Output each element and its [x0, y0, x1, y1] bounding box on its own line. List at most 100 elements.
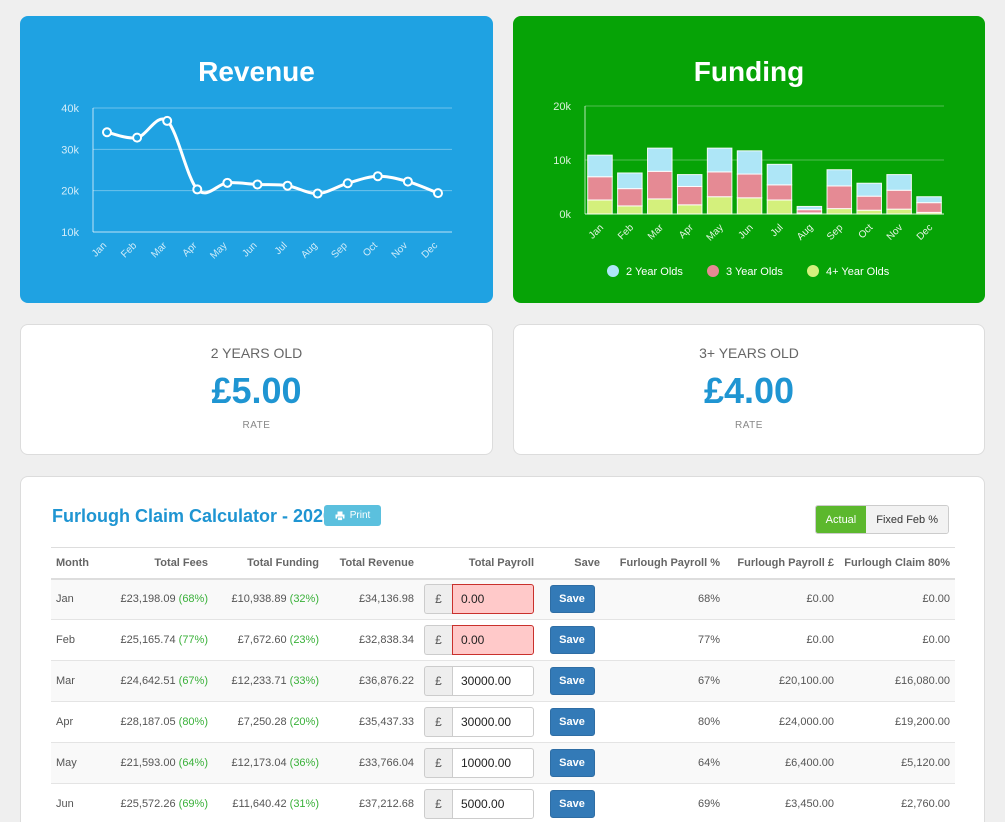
table-row: Feb £25,165.74 (77%) £7,672.60 (23%) £32,83…	[51, 620, 955, 661]
cell-total-funding: £11,640.42 (31%)	[213, 784, 324, 822]
cell-total-payroll: £	[419, 743, 539, 784]
cell-total-revenue: £36,876.22	[358, 675, 414, 687]
x-tick-label: Apr	[181, 240, 200, 259]
header-save: Save	[574, 556, 600, 569]
funding-bar-segment	[886, 208, 912, 215]
x-tick-label: Sep	[825, 222, 846, 243]
payroll-input-group: £	[424, 625, 534, 655]
payroll-input-group: £	[424, 707, 534, 737]
x-tick-label: Oct	[361, 240, 380, 259]
cell-furlough-gbp: £0.00	[806, 593, 834, 606]
funding-bar-segment	[826, 169, 853, 187]
table-row: May £21,593.00 (64%) £12,173.04 (36%) £33,7…	[51, 742, 955, 784]
x-tick-label: Aug	[795, 222, 815, 242]
header-total-payroll: Total Payroll	[468, 556, 534, 569]
revenue-title: Revenue	[198, 56, 315, 87]
payroll-input[interactable]	[452, 666, 534, 696]
cell-total-fees: £21,593.00 (64%)	[109, 743, 213, 784]
header-total-funding: Total Funding	[247, 556, 319, 569]
currency-addon: £	[424, 748, 452, 778]
cell-claim: £2,760.00	[901, 798, 950, 810]
cell-claim: £5,120.00	[901, 757, 950, 769]
revenue-point	[132, 132, 143, 143]
cell-save: Save	[539, 579, 605, 620]
cell-furlough-pct: 69%	[697, 798, 720, 810]
cell-furlough-gbp: £3,450.00	[785, 798, 834, 810]
funding-bar-segment	[587, 154, 613, 178]
cell-month: Jan	[56, 593, 74, 606]
y-tick-label: 10k	[553, 155, 571, 167]
x-tick-label: Jan	[90, 240, 109, 259]
funding-bar-segment	[706, 171, 733, 198]
x-tick-label: Jul	[769, 222, 786, 239]
cell-save: Save	[539, 743, 605, 784]
rate-value: £4.00	[703, 370, 795, 411]
cell-total-funding: £12,233.71 (33%)	[213, 661, 324, 702]
legend-swatch	[707, 265, 719, 277]
cell-furlough-pct: 80%	[697, 716, 720, 728]
cell-claim: £16,080.00	[894, 675, 950, 687]
x-tick-label: Dec	[915, 222, 935, 242]
fees-amount: £21,593.00	[120, 757, 176, 769]
payroll-input[interactable]	[452, 584, 534, 615]
print-button[interactable]: Print	[324, 505, 381, 526]
cell-claim: £19,200.00	[894, 716, 950, 728]
funding-bar-segment	[736, 150, 763, 175]
funding-bar-segment	[916, 202, 942, 213]
table-row: Mar £24,642.51 (67%) £12,233.71 (33%) £36,8…	[51, 660, 955, 702]
cell-total-revenue: £33,766.04	[358, 757, 414, 769]
funding-bar-segment	[617, 205, 643, 215]
cell-furlough-gbp: £20,100.00	[778, 675, 834, 687]
cell-furlough-gbp: £0.00	[806, 634, 834, 646]
table-row: Jun £25,572.26 (69%) £11,640.42 (31%) £37,2…	[51, 784, 955, 822]
toggle-fixed-feb[interactable]: Fixed Feb %	[866, 506, 948, 533]
funding-bar-segment	[647, 147, 673, 172]
funding-percent: (20%)	[289, 716, 319, 728]
funding-bar-segment	[647, 170, 673, 200]
rate-card-3-plus-years: 3+ YEARS OLD £4.00 RATE	[513, 324, 985, 455]
x-tick-label: Mar	[646, 222, 666, 242]
x-tick-label: Feb	[616, 222, 636, 242]
x-tick-label: Sep	[329, 240, 350, 261]
cell-furlough-gbp: £24,000.00	[778, 716, 834, 728]
save-button[interactable]: Save	[549, 585, 595, 614]
rate-value: £5.00	[211, 370, 302, 411]
save-button[interactable]: Save	[549, 749, 595, 777]
x-tick-label: Nov	[390, 240, 410, 260]
legend-label: 2 Year Olds	[626, 266, 683, 278]
save-button[interactable]: Save	[549, 708, 595, 736]
cell-total-revenue: £37,212.68	[358, 798, 414, 810]
revenue-line	[106, 117, 439, 196]
calculator-title: Furlough Claim Calculator - 2020	[52, 506, 334, 526]
cell-month: Apr	[56, 716, 74, 728]
payroll-input-group: £	[424, 666, 534, 696]
cell-total-revenue: £32,838.34	[358, 634, 414, 646]
y-tick-label: 20k	[61, 186, 79, 198]
table-header-row: Month Total Fees Total Funding Total Rev…	[51, 547, 955, 579]
payroll-input[interactable]	[452, 789, 534, 819]
save-button[interactable]: Save	[549, 626, 595, 654]
payroll-input[interactable]	[452, 707, 534, 737]
x-tick-label: Jul	[273, 240, 290, 257]
legend-label: 3 Year Olds	[726, 266, 783, 278]
table-row: Jan £23,198.09 (68%) £10,938.89 (32%) £34,1…	[51, 578, 955, 620]
cell-total-payroll: £	[419, 702, 539, 743]
fees-percent: (68%)	[178, 593, 208, 606]
calc-mode-toggle: Actual Fixed Feb %	[814, 505, 949, 534]
x-tick-label: Jan	[587, 222, 606, 241]
fees-percent: (64%)	[178, 757, 208, 769]
table-row: Apr £28,187.05 (80%) £7,250.28 (20%) £35,43…	[51, 702, 955, 743]
cell-save: Save	[539, 620, 605, 661]
payroll-input[interactable]	[452, 748, 534, 778]
toggle-actual[interactable]: Actual	[815, 506, 867, 533]
save-button[interactable]: Save	[549, 667, 595, 695]
currency-addon: £	[424, 666, 452, 696]
x-tick-label: Feb	[119, 240, 139, 260]
revenue-point	[162, 115, 173, 126]
funding-bar-segment	[916, 196, 942, 204]
save-button[interactable]: Save	[549, 790, 595, 818]
payroll-input[interactable]	[452, 625, 534, 655]
funding-bar-segment	[706, 147, 733, 173]
revenue-point	[372, 171, 383, 182]
funding-bar-segment	[766, 184, 793, 201]
